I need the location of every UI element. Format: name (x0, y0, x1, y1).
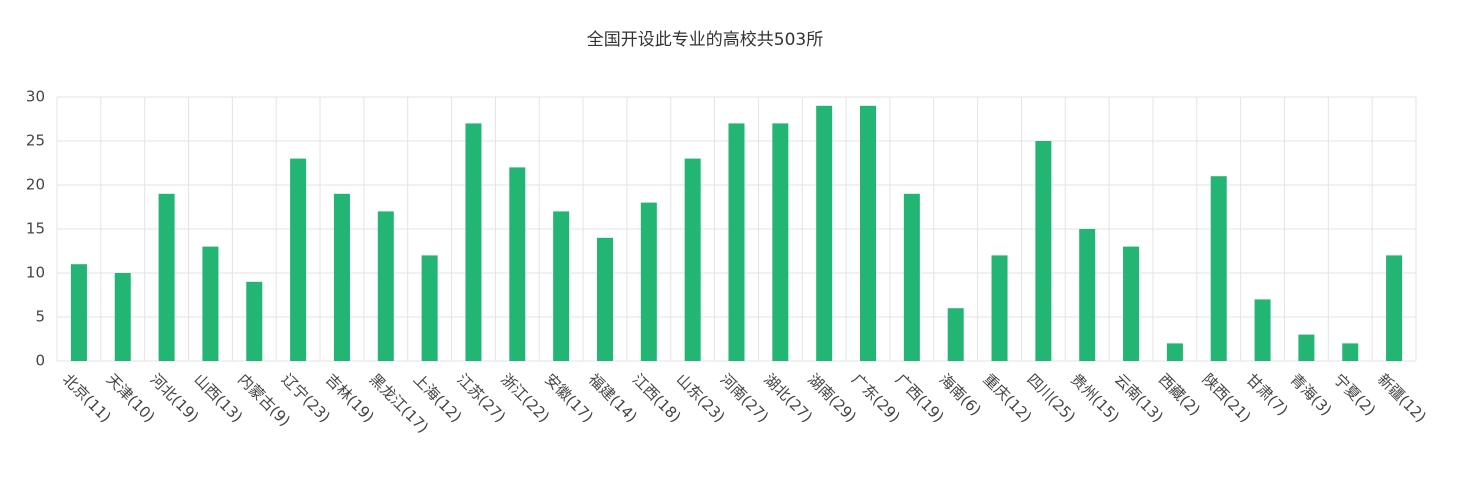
y-tick-label: 0 (35, 352, 45, 370)
bar (1123, 246, 1140, 361)
x-tick-label: 新疆(12) (1374, 370, 1430, 426)
bar (640, 202, 657, 361)
y-tick-label: 15 (26, 220, 45, 238)
bar (991, 255, 1008, 361)
bar (1386, 255, 1403, 361)
bar (684, 158, 701, 361)
bar (333, 193, 350, 361)
bar (202, 246, 219, 361)
bar (1254, 299, 1271, 361)
x-tick-label: 宁夏(2) (1330, 370, 1379, 419)
y-tick-label: 10 (26, 264, 45, 282)
bar (377, 211, 394, 361)
bar (1166, 343, 1183, 361)
bar (509, 167, 526, 361)
bar (158, 193, 175, 361)
y-tick-label: 30 (26, 88, 45, 106)
bar (596, 237, 613, 361)
x-tick-label: 青海(3) (1286, 370, 1335, 419)
bar (1342, 343, 1359, 361)
bar (1210, 176, 1227, 361)
bar (553, 211, 570, 361)
bar (772, 123, 789, 362)
bar (246, 281, 263, 361)
y-tick-label: 25 (26, 132, 45, 150)
bar (903, 193, 920, 361)
bar (70, 264, 87, 361)
bar (1035, 141, 1052, 361)
bar (1298, 334, 1315, 361)
bar (947, 308, 964, 361)
bar (728, 123, 745, 362)
y-tick-label: 20 (26, 176, 45, 194)
bar (290, 158, 307, 361)
bar (1079, 229, 1096, 361)
bar (860, 105, 877, 361)
chart-title: 全国开设此专业的高校共503所 (587, 30, 823, 50)
bar (465, 123, 482, 362)
bar (421, 255, 438, 361)
bar (114, 273, 131, 361)
y-tick-label: 5 (35, 308, 45, 326)
bar (816, 105, 833, 361)
